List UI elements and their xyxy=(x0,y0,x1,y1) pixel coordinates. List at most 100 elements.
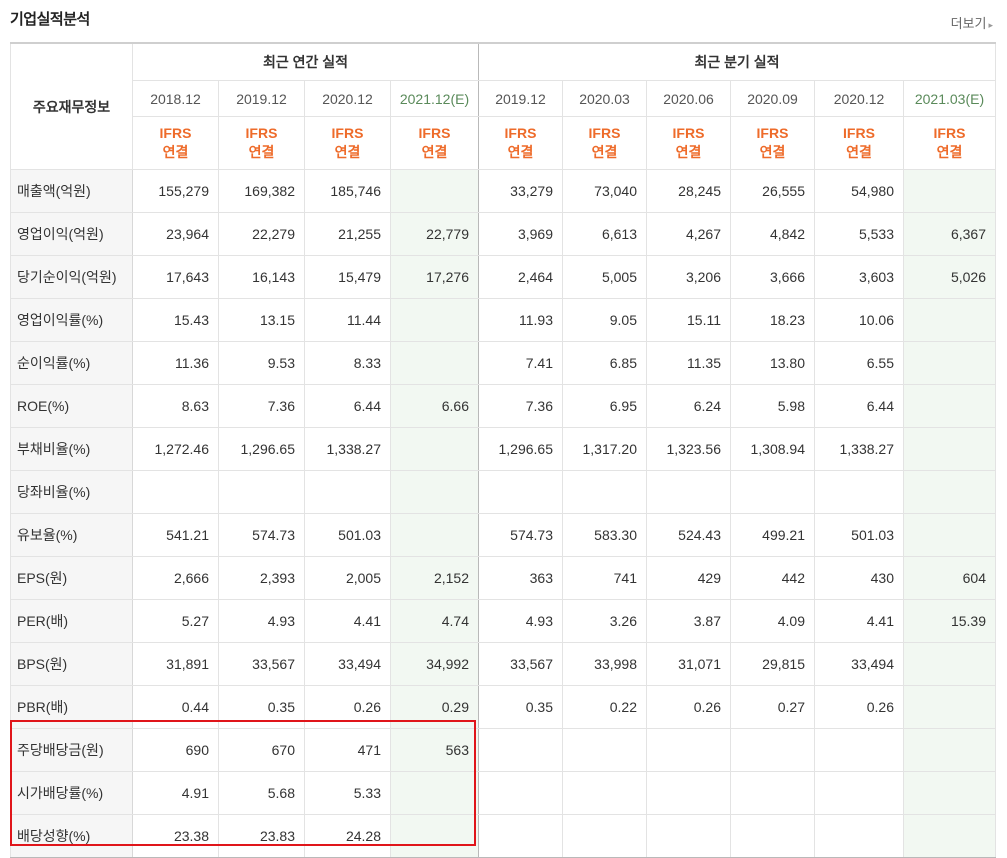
table-row: 영업이익률(%) 15.43 13.15 11.44 11.93 9.05 15.11 18.… xyxy=(10,298,996,342)
table-cell: 33,279 xyxy=(478,169,563,213)
table-cell: 15.43 xyxy=(132,298,219,342)
table-cell: 583.30 xyxy=(562,513,647,557)
table-cell: 31,891 xyxy=(132,642,219,686)
table-cell: 0.29 xyxy=(390,685,479,729)
basis-ifrs-label: IFRS xyxy=(933,125,966,141)
table-cell xyxy=(132,470,219,514)
basis-header: IFRS 연결 xyxy=(562,116,647,170)
table-cell xyxy=(646,771,731,815)
table-cell: 5.33 xyxy=(304,771,391,815)
table-cell: 6.95 xyxy=(562,384,647,428)
table-cell: 524.43 xyxy=(646,513,731,557)
period-header: 2019.12 xyxy=(478,80,563,117)
table-cell: 33,494 xyxy=(304,642,391,686)
basis-consolidated-label: 연결 xyxy=(759,144,786,160)
table-row: 당기순이익(억원) 17,643 16,143 15,479 17,276 2,464 5,… xyxy=(10,255,996,299)
table-cell: 0.22 xyxy=(562,685,647,729)
table-cell: 4.41 xyxy=(304,599,391,643)
table-cell xyxy=(390,341,479,385)
table-cell: 604 xyxy=(903,556,996,600)
table-cell xyxy=(730,728,815,772)
table-cell: 16,143 xyxy=(218,255,305,299)
row-label: EPS(원) xyxy=(10,556,133,600)
table-cell: 11.35 xyxy=(646,341,731,385)
table-cell: 7.36 xyxy=(218,384,305,428)
group-header-quarter: 최근 분기 실적 xyxy=(478,42,996,81)
table-cell: 2,464 xyxy=(478,255,563,299)
basis-consolidated-label: 연결 xyxy=(248,144,275,160)
table-cell xyxy=(562,814,647,858)
table-row: 순이익률(%) 11.36 9.53 8.33 7.41 6.85 11.35 13.80 6.… xyxy=(10,341,996,385)
table-cell: 7.41 xyxy=(478,341,563,385)
basis-ifrs-label: IFRS xyxy=(588,125,621,141)
table-cell: 6.44 xyxy=(304,384,391,428)
table-cell: 0.27 xyxy=(730,685,815,729)
row-label: 시가배당률(%) xyxy=(10,771,133,815)
table-cell: 1,317.20 xyxy=(562,427,647,471)
more-link[interactable]: 더보기 ▸ xyxy=(951,13,993,32)
table-cell: 13.15 xyxy=(218,298,305,342)
table-cell: 1,323.56 xyxy=(646,427,731,471)
table-cell: 4.93 xyxy=(478,599,563,643)
basis-header: IFRS 연결 xyxy=(218,116,305,170)
table-row: 영업이익(억원) 23,964 22,279 21,255 22,779 3,969 6,6… xyxy=(10,212,996,256)
basis-consolidated-label: 연결 xyxy=(936,144,963,160)
table-cell: 7.36 xyxy=(478,384,563,428)
table-cell: 185,746 xyxy=(304,169,391,213)
table-cell: 6.55 xyxy=(814,341,904,385)
table-cell: 0.44 xyxy=(132,685,219,729)
basis-header: IFRS 연결 xyxy=(730,116,815,170)
table-cell: 429 xyxy=(646,556,731,600)
row-label: 배당성향(%) xyxy=(10,814,133,858)
basis-consolidated-label: 연결 xyxy=(507,144,534,160)
table-cell xyxy=(390,427,479,471)
table-cell: 3,666 xyxy=(730,255,815,299)
table-cell xyxy=(390,470,479,514)
table-cell: 22,779 xyxy=(390,212,479,256)
table-cell xyxy=(903,642,996,686)
table-cell: 73,040 xyxy=(562,169,647,213)
table-cell: 741 xyxy=(562,556,647,600)
table-cell: 155,279 xyxy=(132,169,219,213)
table-cell: 5.27 xyxy=(132,599,219,643)
table-cell xyxy=(903,513,996,557)
table-cell xyxy=(390,814,479,858)
basis-ifrs-label: IFRS xyxy=(418,125,451,141)
basis-consolidated-label: 연결 xyxy=(675,144,702,160)
table-cell: 8.33 xyxy=(304,341,391,385)
table-cell: 10.06 xyxy=(814,298,904,342)
table-cell: 1,272.46 xyxy=(132,427,219,471)
table-cell: 501.03 xyxy=(814,513,904,557)
table-row: 시가배당률(%) 4.91 5.68 5.33 xyxy=(10,771,996,815)
table-cell: 1,338.27 xyxy=(304,427,391,471)
table-cell: 3,969 xyxy=(478,212,563,256)
table-cell xyxy=(478,771,563,815)
table-cell: 34,992 xyxy=(390,642,479,686)
table-cell: 5,026 xyxy=(903,255,996,299)
table-cell: 54,980 xyxy=(814,169,904,213)
table-cell: 6.66 xyxy=(390,384,479,428)
financial-summary-table: 주요재무정보 최근 연간 실적 최근 분기 실적 2018.12 2019.12 2… xyxy=(10,42,996,858)
table-cell xyxy=(730,814,815,858)
table-cell xyxy=(814,771,904,815)
table-cell xyxy=(903,814,996,858)
row-label: 부채비율(%) xyxy=(10,427,133,471)
table-cell: 563 xyxy=(390,728,479,772)
table-cell: 6.85 xyxy=(562,341,647,385)
table-cell: 1,338.27 xyxy=(814,427,904,471)
row-label: 영업이익(억원) xyxy=(10,212,133,256)
table-cell: 0.26 xyxy=(814,685,904,729)
period-header: 2020.12 xyxy=(814,80,904,117)
table-cell xyxy=(814,728,904,772)
table-cell: 15.11 xyxy=(646,298,731,342)
table-row: 부채비율(%) 1,272.46 1,296.65 1,338.27 1,296.65 1… xyxy=(10,427,996,471)
table-cell: 363 xyxy=(478,556,563,600)
row-label: 주당배당금(원) xyxy=(10,728,133,772)
table-cell xyxy=(562,728,647,772)
table-row: PBR(배) 0.44 0.35 0.26 0.29 0.35 0.22 0.26 0.27 0.… xyxy=(10,685,996,729)
table-cell: 33,998 xyxy=(562,642,647,686)
table-row: EPS(원) 2,666 2,393 2,005 2,152 363 741 429 442 43… xyxy=(10,556,996,600)
table-cell: 23,964 xyxy=(132,212,219,256)
table-cell: 11.44 xyxy=(304,298,391,342)
table-cell xyxy=(903,341,996,385)
